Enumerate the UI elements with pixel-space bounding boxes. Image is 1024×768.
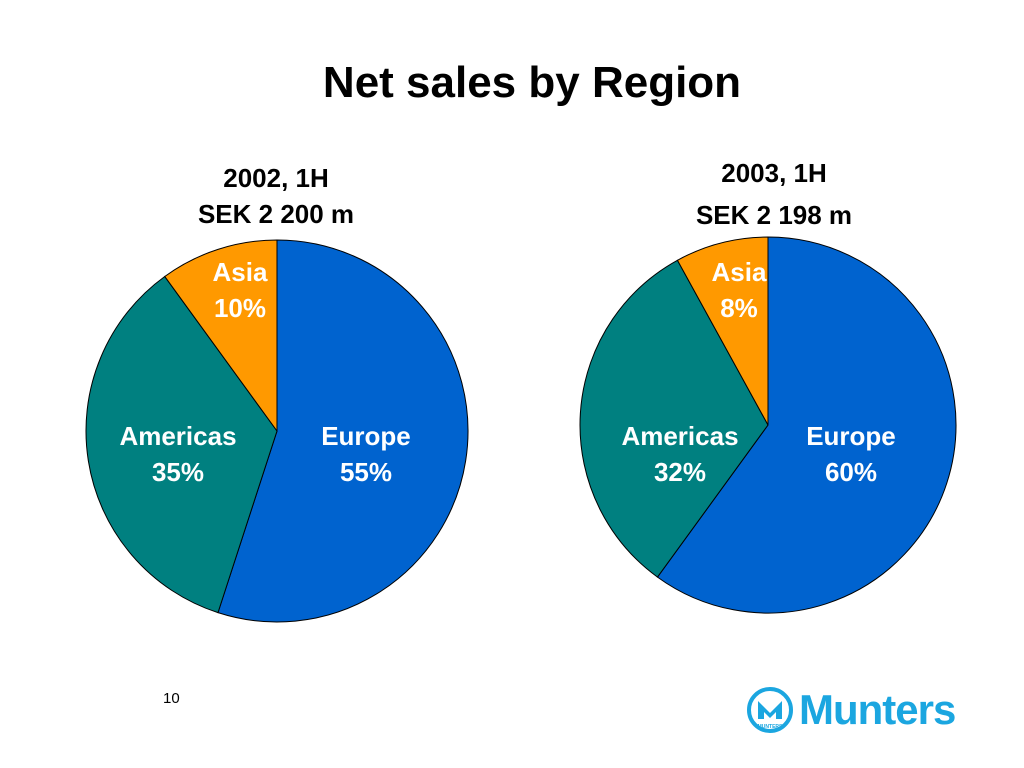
chart-title: 2002, 1H xyxy=(223,163,329,193)
pie-slice-europe xyxy=(217,239,469,623)
munters-logo-mark-icon: MUNTERS xyxy=(747,687,793,733)
page-number: 10 xyxy=(163,690,180,707)
slice-label-americas: Americas xyxy=(621,421,738,451)
slice-label-europe: Europe xyxy=(321,421,411,451)
slice-value-asia: 10% xyxy=(214,293,266,323)
munters-logo: MUNTERS Munters xyxy=(745,684,965,736)
slice-label-americas: Americas xyxy=(119,421,236,451)
slice-label-europe: Europe xyxy=(806,421,896,451)
slide-title: Net sales by Region xyxy=(322,58,742,107)
pie-0: Europe 55% Americas 35% Asia 10% xyxy=(85,239,469,623)
slice-value-americas: 35% xyxy=(152,457,204,487)
pie-slice-europe xyxy=(656,236,957,614)
slice-value-americas: 32% xyxy=(654,457,706,487)
slice-value-europe: 55% xyxy=(340,457,392,487)
chart-title: 2003, 1H xyxy=(721,158,827,188)
chart-subtitle: SEK 2 198 m xyxy=(695,200,853,230)
chart-heading-2003: 2003, 1H SEK 2 198 m xyxy=(664,155,884,233)
pie-slice-americas xyxy=(579,259,769,578)
slice-value-europe: 60% xyxy=(825,457,877,487)
pie-slice-asia xyxy=(164,239,278,433)
svg-text:MUNTERS: MUNTERS xyxy=(758,724,783,730)
chart-heading-2002: 2002, 1H SEK 2 200 m xyxy=(166,160,386,232)
pie-slice-asia xyxy=(676,236,769,426)
pie-1: Europe 60% Americas 32% Asia 8% xyxy=(579,236,957,614)
slice-value-asia: 8% xyxy=(720,293,758,323)
chart-subtitle: SEK 2 200 m xyxy=(197,199,355,229)
pie-slice-americas xyxy=(85,275,278,614)
slice-label-asia: Asia xyxy=(712,257,767,287)
slice-label-asia: Asia xyxy=(213,257,268,287)
munters-logo-wordmark: Munters xyxy=(799,686,956,733)
